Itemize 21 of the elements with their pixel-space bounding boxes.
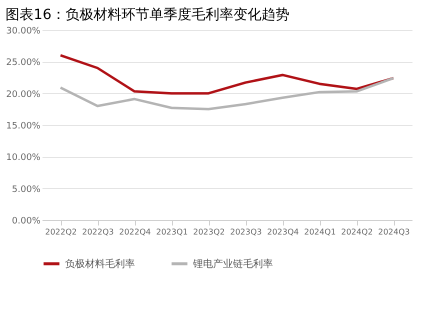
- x-tick-label: 2022Q2: [45, 228, 77, 236]
- x-tick-label: 2022Q3: [82, 228, 114, 236]
- x-tick-label: 2023Q1: [156, 228, 188, 236]
- x-tick-label: 2023Q4: [267, 228, 299, 236]
- x-tick-label: 2024Q3: [378, 228, 410, 236]
- y-tick-label: 30.00%: [6, 26, 41, 36]
- x-tick-label: 2023Q2: [193, 228, 225, 236]
- line-series: [59, 76, 395, 110]
- legend-label: 锂电产业链毛利率: [192, 258, 273, 270]
- x-tick-label: 2024Q2: [341, 228, 373, 236]
- y-tick-label: 25.00%: [6, 58, 41, 68]
- x-tick-label: 2022Q4: [119, 228, 151, 236]
- y-tick-label: 15.00%: [6, 122, 41, 132]
- x-tick-label: 2024Q1: [304, 228, 336, 236]
- y-tick-label: 0.00%: [12, 216, 41, 226]
- y-tick-label: 5.00%: [12, 184, 41, 195]
- y-tick-label: 10.00%: [6, 153, 41, 164]
- legend-label: 负极材料毛利率: [65, 258, 135, 270]
- y-tick-label: 20.00%: [6, 90, 41, 100]
- chart-title: 图表16：负极材料环节单季度毛利率变化趋势: [6, 7, 290, 23]
- x-tick-label: 2023Q3: [230, 228, 262, 236]
